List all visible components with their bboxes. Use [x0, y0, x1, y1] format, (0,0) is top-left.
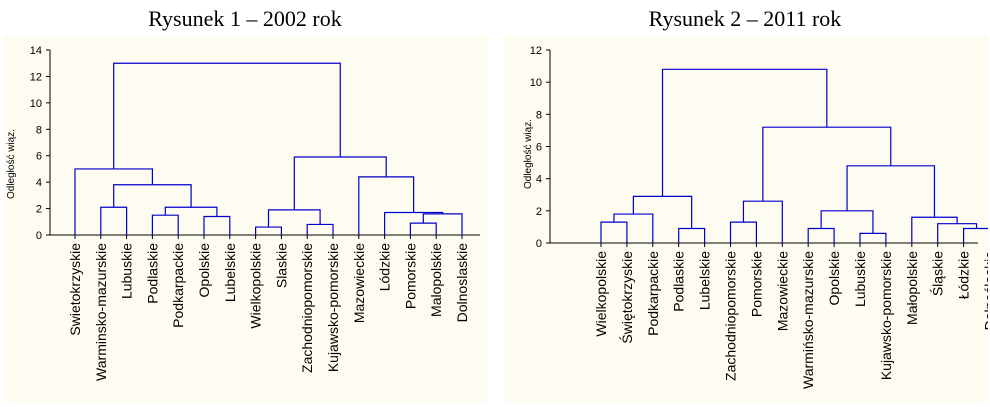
dendrogram-link — [422, 213, 463, 235]
dendrogram-link — [762, 126, 892, 202]
leaf-label: Dolnoslaskie — [454, 243, 470, 323]
leaf-label: Lubuskie — [852, 251, 868, 307]
leaf-label: Kujawsko-pomorskie — [325, 243, 341, 372]
leaf-label: Warmińsko-mazurskie — [800, 251, 816, 389]
y-tick-label: 10 — [30, 98, 42, 110]
dendrogram-link — [384, 211, 444, 235]
leaf-label: Dolnośląskie — [982, 251, 989, 331]
y-tick-label: 4 — [36, 177, 42, 189]
dendrogram-link — [729, 221, 757, 243]
leaf-label: Slaskie — [273, 243, 289, 288]
leaf-label: Opolskie — [826, 251, 842, 306]
dendrogram-link — [678, 227, 706, 243]
dendrogram-link — [409, 222, 437, 235]
dendrogram-link — [859, 232, 887, 243]
y-axis-label: Odległość wiąz. — [6, 129, 17, 199]
chart-frame: 0 2 4 6 8 10 12 Odległość wiąz. Wielkopolskie Świ… — [504, 36, 988, 402]
dendrogram-link — [358, 176, 415, 235]
chart-frame: 0 2 4 6 8 10 12 14 Odległość wiąz. Swietokrzyskie… — [4, 36, 488, 402]
leaf-label: Podlaskie — [144, 243, 160, 304]
leaf-label: Zachodniopomorskie — [723, 251, 739, 381]
dendrogram-link — [113, 184, 192, 208]
chart-panel-2002: Rysunek 1 – 2002 rok 0 2 4 6 8 10 12 14 Odległoś… — [0, 0, 490, 407]
y-tick-label: 2 — [36, 204, 42, 216]
dendrogram-link — [600, 221, 628, 243]
dendrogram-link — [255, 226, 282, 235]
y-tick-label: 0 — [36, 230, 42, 242]
leaf-label: Mazowieckie — [774, 251, 790, 331]
y-tick-label: 6 — [536, 142, 542, 154]
leaf-label: Pomorskie — [402, 243, 418, 309]
leaf-label: Małopolskie — [904, 251, 920, 325]
chart-title: Rysunek 2 – 2011 rok — [648, 6, 842, 31]
leaf-label: Wielkopolskie — [248, 243, 264, 329]
leaf-label: Podkarpackie — [645, 251, 661, 336]
dendrogram-link — [963, 227, 988, 243]
leaf-label: Łódzkie — [956, 251, 972, 299]
leaf-label: Lubuskie — [119, 243, 135, 299]
leaf-label: Warminsko-mazurskie — [93, 243, 109, 381]
dendrogram-2002: 0 2 4 6 8 10 12 14 Odległość wiąz. Swietokrzyskie… — [6, 45, 480, 381]
leaf-label: Swietokrzyskie — [67, 243, 83, 336]
dendrogram-link — [846, 165, 936, 218]
y-tick-label: 12 — [530, 45, 542, 57]
leaf-label: Podlaskie — [671, 251, 687, 312]
leaf-label: Lubelskie — [222, 243, 238, 302]
leaf-label: Wielkopolskie — [593, 251, 609, 337]
dendrogram-link — [203, 215, 231, 235]
leaf-label: Podkarpackie — [170, 243, 186, 328]
y-tick-label: 8 — [536, 109, 542, 121]
leaf-label: Zachodniopomorskie — [299, 243, 315, 373]
dendrogram-link — [100, 206, 128, 235]
leaf-label: Pomorskie — [748, 251, 764, 317]
chart-panel-2011: Rysunek 2 – 2011 rok 0 2 4 6 8 10 12 Odległość … — [500, 0, 990, 407]
y-tick-label: 12 — [30, 71, 42, 83]
y-axis-label: Odległość wiąz. — [523, 119, 534, 189]
leaf-label: Lubelskie — [697, 251, 713, 310]
leaf-label: Lódzkie — [377, 243, 393, 291]
dendrogram-link — [632, 195, 693, 229]
dendrogram-2011: 0 2 4 6 8 10 12 Odległość wiąz. Wielkopolskie Świ… — [523, 45, 989, 389]
dendrogram-link — [911, 216, 958, 243]
y-tick-label: 6 — [36, 151, 42, 163]
leaf-label: Mazowieckie — [351, 243, 367, 323]
y-tick-label: 10 — [530, 77, 542, 89]
dendrogram-link — [113, 62, 341, 169]
dendrogram-link — [807, 227, 835, 243]
leaf-label: Malopolskie — [428, 243, 444, 317]
dendrogram-link — [661, 68, 828, 197]
dendrogram-link — [937, 223, 978, 243]
y-tick-label: 4 — [536, 174, 542, 186]
leaf-label: Kujawsko-pomorskie — [878, 251, 894, 380]
chart-title: Rysunek 1 – 2002 rok — [148, 6, 342, 31]
y-tick-label: 0 — [536, 238, 542, 250]
leaf-label: Świętokrzyskie — [618, 251, 635, 344]
dendrogram-link — [613, 213, 654, 243]
dendrogram-link — [820, 210, 874, 234]
leaf-label: Śląskie — [929, 251, 946, 296]
dendrogram-link — [293, 156, 387, 210]
dendrogram-link — [306, 223, 334, 235]
leaf-label: Opolskie — [196, 243, 212, 298]
y-tick-label: 14 — [30, 45, 42, 57]
y-tick-label: 2 — [536, 206, 542, 218]
dendrogram-link — [151, 214, 179, 235]
y-tick-label: 8 — [36, 124, 42, 136]
